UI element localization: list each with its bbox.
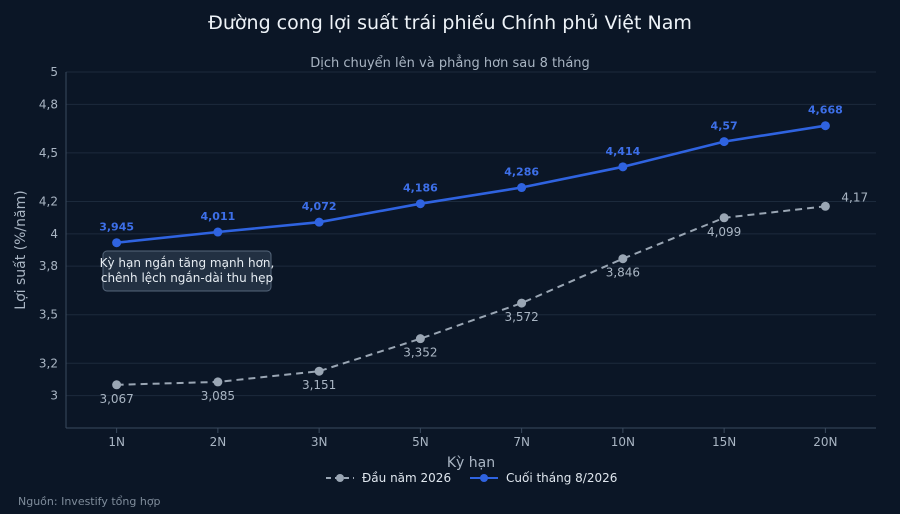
data-label: 4,186 [403, 182, 438, 195]
x-axis-title: Kỳ hạn [447, 455, 495, 471]
data-point [112, 380, 122, 390]
series-line-0 [116, 205, 826, 386]
data-point [719, 137, 729, 147]
data-point [719, 213, 729, 223]
legend-label-1: Cuối tháng 8/2026 [506, 471, 617, 485]
data-label: 3,085 [201, 389, 235, 403]
y-tick-label: 3,8 [39, 259, 58, 273]
data-point [213, 377, 223, 387]
data-label: 4,099 [707, 225, 741, 239]
y-tick-label: 4,2 [39, 194, 58, 208]
data-point [415, 199, 425, 209]
data-label: 3,067 [99, 392, 133, 406]
source-note: Nguồn: Investify tổng hợp [18, 495, 161, 508]
data-label: 3,945 [99, 221, 134, 234]
data-label: 4,57 [711, 120, 738, 133]
y-axis-title: Lợi suất (%/năm) [13, 190, 29, 309]
data-point [618, 254, 628, 264]
y-tick-label: 4,8 [39, 97, 58, 111]
legend-marker-1 [480, 474, 488, 482]
data-label: 3,352 [403, 346, 437, 360]
y-tick-label: 4 [50, 227, 58, 241]
x-tick-label: 10N [611, 435, 635, 449]
chart-subtitle: Dịch chuyển lên và phẳng hơn sau 8 tháng [310, 56, 590, 71]
y-tick-label: 4,5 [39, 146, 58, 160]
data-label: 4,286 [504, 166, 539, 179]
data-label: 3,151 [302, 378, 336, 392]
data-point [213, 227, 223, 237]
x-tick-label: 5N [412, 435, 429, 449]
data-point [517, 183, 527, 193]
data-point [820, 201, 830, 211]
data-label: 4,668 [808, 104, 843, 117]
annotation-box [102, 250, 272, 292]
x-tick-label: 2N [210, 435, 227, 449]
x-tick-label: 20N [813, 435, 837, 449]
data-label: 4,011 [200, 210, 235, 223]
data-point [415, 334, 425, 344]
y-tick-label: 5 [50, 65, 58, 79]
data-point [517, 298, 527, 308]
y-tick-label: 3,2 [39, 356, 58, 370]
series-line-1 [116, 124, 826, 244]
y-tick-label: 3 [50, 389, 58, 403]
data-label: 3,846 [606, 266, 640, 280]
data-point [112, 238, 122, 248]
legend-marker-0 [336, 474, 344, 482]
y-tick-label: 3,5 [39, 308, 58, 322]
data-label: 4,17 [841, 190, 868, 204]
x-tick-label: 15N [712, 435, 736, 449]
legend-label-0: Đầu năm 2026 [362, 471, 451, 485]
chart-title: Đường cong lợi suất trái phiếu Chính phủ… [208, 12, 692, 34]
data-point [618, 162, 628, 172]
data-point [820, 121, 830, 131]
annotation-text: chênh lệch ngắn-dài thu hẹp [101, 271, 273, 285]
data-label: 4,072 [302, 200, 337, 213]
x-tick-label: 1N [108, 435, 125, 449]
data-point [314, 366, 324, 376]
data-point [314, 217, 324, 227]
x-tick-label: 3N [311, 435, 328, 449]
data-label: 4,414 [605, 145, 640, 158]
annotation-text: Kỳ hạn ngắn tăng mạnh hơn, [100, 256, 275, 270]
x-tick-label: 7N [513, 435, 530, 449]
data-label: 3,572 [504, 310, 538, 324]
